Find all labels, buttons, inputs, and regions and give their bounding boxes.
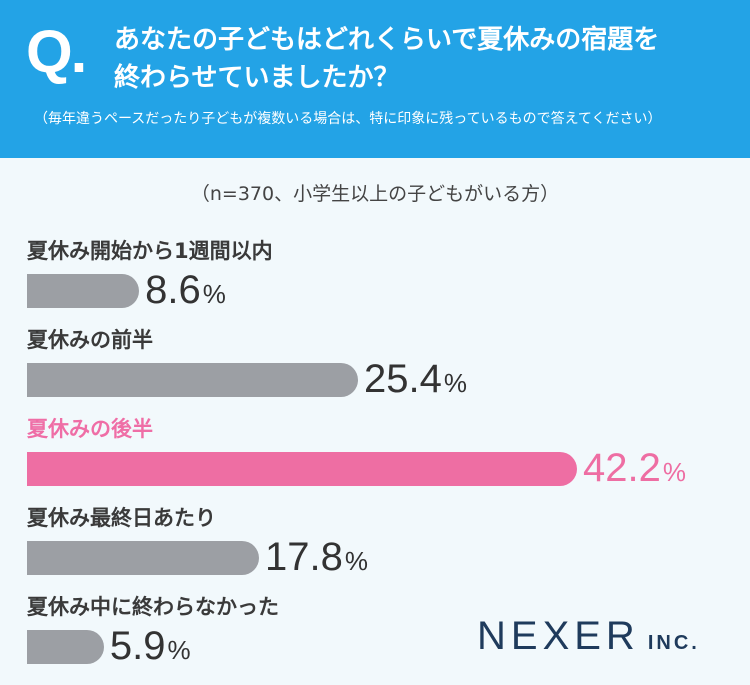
value-unit: % xyxy=(167,635,191,665)
logo-suffix: INC. xyxy=(647,632,700,654)
value-number: 42.2 xyxy=(583,446,661,490)
category-label: 夏休み最終日あたり xyxy=(27,506,216,530)
value-label: 8.6% xyxy=(145,268,226,312)
question-text-line2: 終わらせていましたか？ xyxy=(114,63,400,93)
chart-subtitle: （n=370、小学生以上の子どもがいる方） xyxy=(190,183,560,205)
question-note: （毎年違うペースだったり子どもが複数いる場合は、特に印象に残っているもので答えて… xyxy=(34,111,662,127)
value-number: 5.9 xyxy=(109,624,166,668)
bar xyxy=(27,541,259,575)
value-label: 42.2% xyxy=(583,446,686,490)
value-number: 17.8 xyxy=(264,535,343,579)
value-unit: % xyxy=(662,457,686,487)
category-label: 夏休みの後半 xyxy=(27,417,153,441)
category-label: 夏休みの前半 xyxy=(27,328,153,352)
category-label: 夏休み中に終わらなかった xyxy=(27,595,279,619)
value-unit: % xyxy=(344,546,368,576)
value-unit: % xyxy=(443,368,468,398)
q-mark: Q. xyxy=(26,18,87,85)
question-text-line1: あなたの子どもはどれくらいで夏休みの宿題を xyxy=(114,25,660,55)
value-unit: % xyxy=(202,279,226,309)
logo-main: NEXER xyxy=(477,614,640,658)
nexer-logo: NEXER INC. xyxy=(477,614,700,658)
bar xyxy=(27,452,577,486)
category-label: 夏休み開始から1週間以内 xyxy=(27,239,273,263)
value-label: 25.4% xyxy=(364,357,467,401)
value-number: 25.4 xyxy=(364,357,442,401)
question-header: Q. あなたの子どもはどれくらいで夏休みの宿題を 終わらせていましたか？ （毎年… xyxy=(0,0,750,158)
value-label: 5.9% xyxy=(110,624,191,668)
value-label: 17.8% xyxy=(265,535,368,579)
bar xyxy=(27,630,104,664)
bar xyxy=(27,363,359,397)
bar xyxy=(27,274,140,308)
value-number: 8.6 xyxy=(145,268,201,312)
